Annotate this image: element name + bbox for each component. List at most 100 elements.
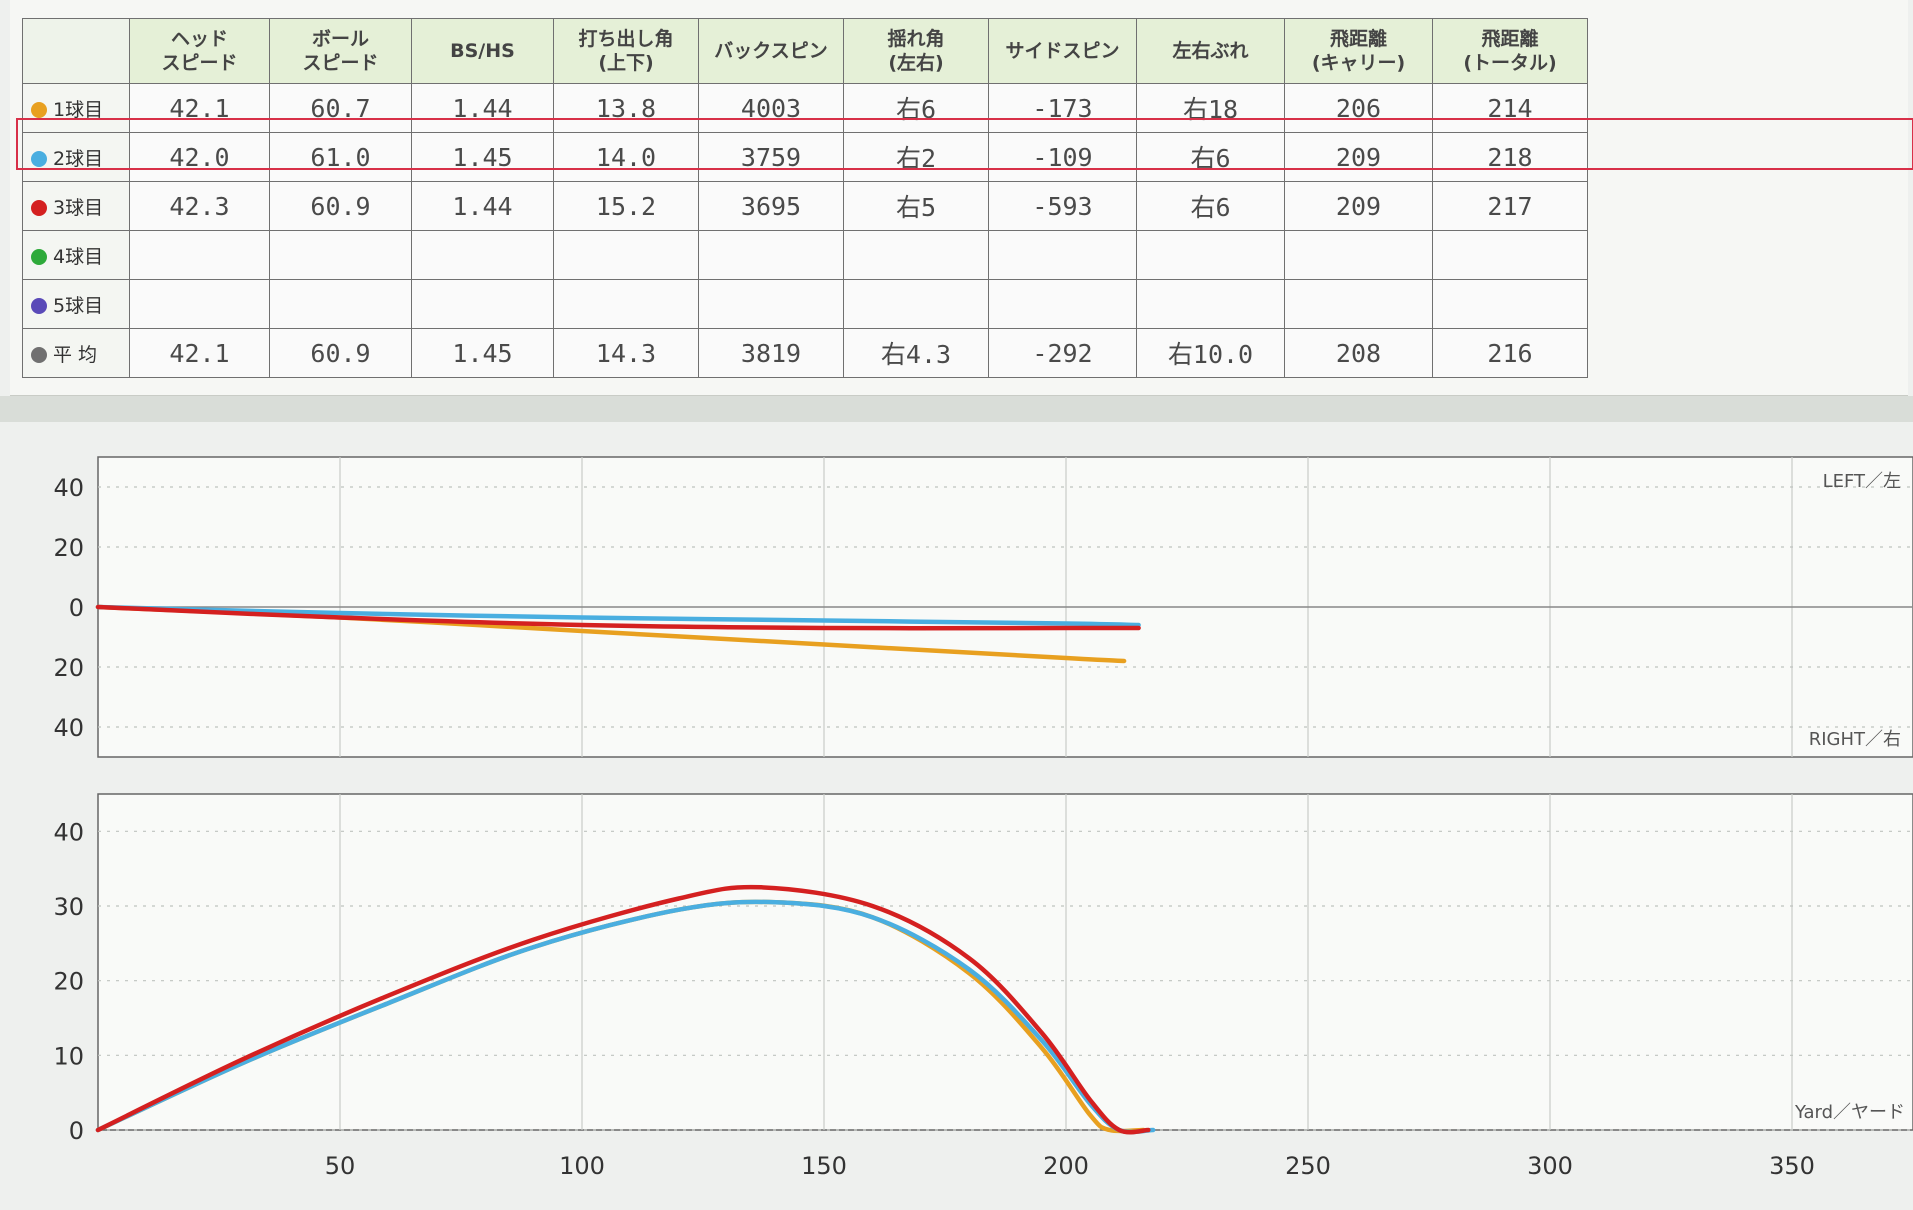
row-label: 4球目 xyxy=(22,230,130,280)
row-label: 2球目 xyxy=(22,132,130,182)
table-cell: 右6 xyxy=(843,83,989,133)
y-tick-label: 10 xyxy=(53,1042,84,1070)
table-cell xyxy=(269,279,412,329)
row-label-text: 3球目 xyxy=(53,196,104,219)
header-carry-distance: 飛距離 (キャリー) xyxy=(1284,18,1433,84)
y-tick-label: 0 xyxy=(69,594,84,622)
trajectory-line xyxy=(95,604,1141,628)
trajectory-line xyxy=(95,604,1141,631)
table-cell: 右10.0 xyxy=(1136,328,1285,378)
table-cell: 14.3 xyxy=(553,328,699,378)
table-cell: 42.3 xyxy=(129,181,270,231)
table-cell: 206 xyxy=(1284,83,1433,133)
x-tick-label: 250 xyxy=(1285,1152,1331,1180)
table-row[interactable]: 4球目 xyxy=(22,230,1588,280)
table-cell: 42.1 xyxy=(129,83,270,133)
table-row[interactable]: 3球目 42.3 60.9 1.44 15.2 3695 右5 -593 右6 209 217 xyxy=(22,181,1588,231)
table-cell: 208 xyxy=(1284,328,1433,378)
trajectory-line xyxy=(95,884,1151,1135)
table-row[interactable]: 5球目 xyxy=(22,279,1588,329)
y-tick-label: 30 xyxy=(53,893,84,921)
row-label: 5球目 xyxy=(22,279,130,329)
section-divider xyxy=(0,396,1913,422)
row-label: 3球目 xyxy=(22,181,130,231)
table-row[interactable]: 1球目 42.1 60.7 1.44 13.8 4003 右6 -173 右18 206 214 xyxy=(22,83,1588,133)
table-cell: -593 xyxy=(988,181,1137,231)
plot-frame xyxy=(97,793,1913,1131)
table-cell: 右4.3 xyxy=(843,328,989,378)
table-cell xyxy=(1136,230,1285,280)
table-cell: 3759 xyxy=(698,132,844,182)
table-cell: 13.8 xyxy=(553,83,699,133)
right-direction-label: RIGHT／右 xyxy=(1809,729,1901,750)
row-label: 平 均 xyxy=(22,328,130,378)
table-cell xyxy=(553,279,699,329)
table-cell: -173 xyxy=(988,83,1137,133)
table-cell xyxy=(269,230,412,280)
table-cell: 60.9 xyxy=(269,181,412,231)
y-tick-label: 40 xyxy=(53,714,84,742)
table-cell: 60.9 xyxy=(269,328,412,378)
table-cell xyxy=(411,230,554,280)
table-cell: 右6 xyxy=(1136,181,1285,231)
header-back-spin: バックスピン xyxy=(698,18,844,84)
row-label-text: 5球目 xyxy=(53,294,104,317)
shot-color-dot-icon xyxy=(31,102,47,118)
table-cell xyxy=(698,230,844,280)
table-cell: -109 xyxy=(988,132,1137,182)
shot-color-dot-icon xyxy=(31,200,47,216)
table-cell xyxy=(843,230,989,280)
row-label-text: 1球目 xyxy=(53,98,104,121)
row-label-text: 2球目 xyxy=(53,147,104,170)
table-row[interactable]: 2球目 42.0 61.0 1.45 14.0 3759 右2 -109 右6 209 218 xyxy=(22,132,1588,182)
table-cell: 61.0 xyxy=(269,132,412,182)
table-row[interactable]: 平 均 42.1 60.9 1.45 14.3 3819 右4.3 -292 右10.0 208 2… xyxy=(22,328,1588,378)
x-tick-label: 350 xyxy=(1769,1152,1815,1180)
table-cell xyxy=(1136,279,1285,329)
table-cell xyxy=(553,230,699,280)
table-cell: -292 xyxy=(988,328,1137,378)
table-cell: 4003 xyxy=(698,83,844,133)
y-tick-label: 40 xyxy=(53,474,84,502)
x-axis-label: Yard／ヤード xyxy=(1794,1102,1905,1123)
x-tick-label: 200 xyxy=(1043,1152,1089,1180)
table-cell xyxy=(129,230,270,280)
table-cell: 14.0 xyxy=(553,132,699,182)
header-smash-factor: BS/HS xyxy=(411,18,554,84)
table-header-row: ヘッド スピード ボール スピード BS/HS 打ち出し角 (上下) バックスピ… xyxy=(22,18,1588,84)
table-cell xyxy=(1432,279,1588,329)
top-view-chart: 40 20 0 20 40 LEFT／左 RIGHT／右 xyxy=(53,456,1913,758)
table-cell: 15.2 xyxy=(553,181,699,231)
table-cell: 右18 xyxy=(1136,83,1285,133)
shot-data-table: ヘッド スピード ボール スピード BS/HS 打ち出し角 (上下) バックスピ… xyxy=(22,18,1588,378)
table-cell: 60.7 xyxy=(269,83,412,133)
row-label-text: 4球目 xyxy=(53,245,104,268)
row-label-text: 平 均 xyxy=(53,343,98,366)
table-cell: 209 xyxy=(1284,132,1433,182)
y-tick-label: 40 xyxy=(53,818,84,846)
header-lateral-deviation: 左右ぶれ xyxy=(1136,18,1285,84)
shot-color-dot-icon xyxy=(31,151,47,167)
header-total-distance: 飛距離 (トータル) xyxy=(1432,18,1588,84)
x-tick-label: 300 xyxy=(1527,1152,1573,1180)
table-cell: 右2 xyxy=(843,132,989,182)
left-direction-label: LEFT／左 xyxy=(1823,471,1901,492)
table-cell: 1.45 xyxy=(411,132,554,182)
table-cell xyxy=(411,279,554,329)
x-tick-label: 50 xyxy=(325,1152,356,1180)
table-cell: 42.1 xyxy=(129,328,270,378)
y-tick-label: 20 xyxy=(53,654,84,682)
shot-color-dot-icon xyxy=(31,347,47,363)
header-launch-angle: 打ち出し角 (上下) xyxy=(553,18,699,84)
table-cell: 右6 xyxy=(1136,132,1285,182)
table-cell: 3819 xyxy=(698,328,844,378)
table-cell: 右5 xyxy=(843,181,989,231)
table-cell xyxy=(1284,230,1433,280)
table-cell xyxy=(988,279,1137,329)
table-cell: 214 xyxy=(1432,83,1588,133)
y-tick-label: 0 xyxy=(69,1117,84,1145)
table-cell: 1.44 xyxy=(411,181,554,231)
table-cell: 209 xyxy=(1284,181,1433,231)
table-cell: 217 xyxy=(1432,181,1588,231)
